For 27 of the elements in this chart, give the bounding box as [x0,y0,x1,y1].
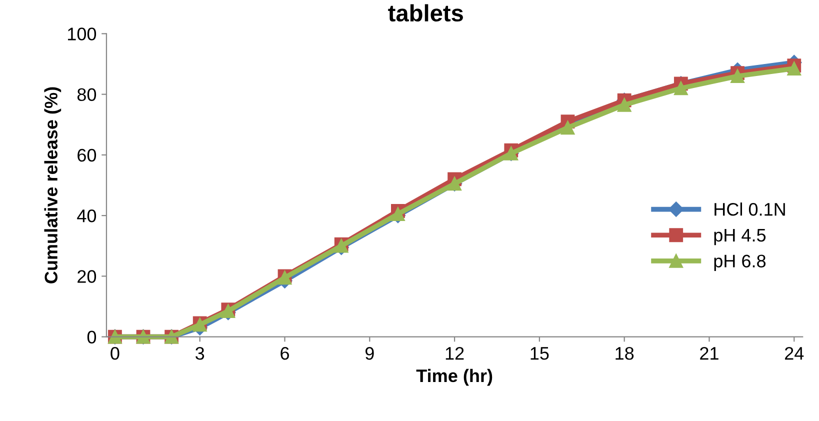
x-tick-label: 3 [196,347,204,360]
y-tick-label: 100 [68,28,96,40]
legend-label: HCl 0.1N [714,202,785,216]
x-tick-label: 12 [446,347,464,360]
point [617,98,632,112]
y-axis-title: Cumulative release (%) [44,87,62,284]
y-tick-label: 0 [87,330,96,344]
x-tick-label: 18 [616,347,634,360]
y-tick-label: 60 [78,148,96,162]
x-tick-label: 15 [530,347,549,360]
y-tick-label: 20 [78,270,96,283]
point [674,81,688,96]
x-tick-label: 21 [700,347,718,360]
point [560,120,575,135]
x-tick-label: 6 [280,347,289,360]
x-tick-label: 0 [110,347,120,360]
x-axis-title: Time (hr) [416,368,492,386]
chart-title: tablets [388,4,463,22]
point [787,62,802,76]
point [730,69,744,84]
point [391,207,405,221]
legend-label: pH 4.5 [714,229,766,246]
y-tick-label: 40 [77,209,96,222]
x-tick-label: 9 [365,347,374,360]
legend-label: pH 6.8 [714,254,766,272]
y-tick-label: 80 [77,88,96,102]
x-tick-label: 24 [785,347,804,360]
